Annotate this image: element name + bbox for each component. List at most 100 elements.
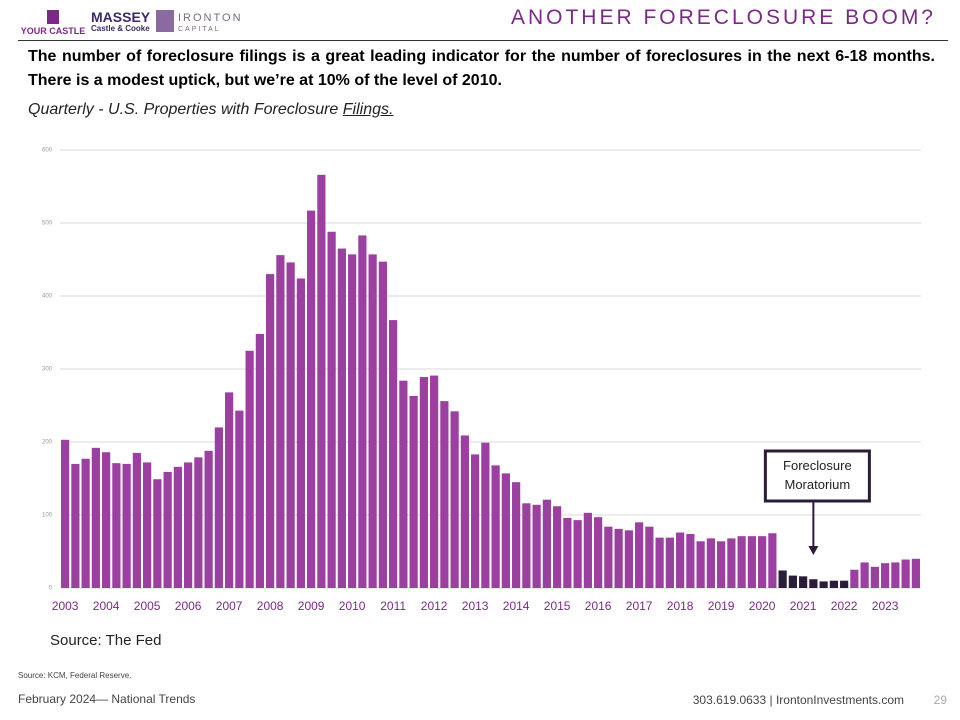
- bar: [624, 530, 633, 588]
- bar: [358, 235, 367, 588]
- bar: [430, 375, 439, 588]
- bar: [891, 562, 900, 588]
- bar: [460, 435, 469, 588]
- page-number: 29: [934, 693, 948, 707]
- bar: [327, 231, 336, 588]
- subtitle: Quarterly - U.S. Properties with Foreclo…: [28, 101, 393, 119]
- bar: [696, 541, 705, 588]
- logo: IRONTON CAPITAL: [178, 12, 243, 36]
- logo: MASSEY Castle & Cooke: [91, 10, 150, 34]
- logo-icon: [156, 10, 174, 32]
- subtitle-text: Filings.: [342, 101, 394, 118]
- x-tick-label: 2019: [708, 599, 735, 613]
- bar: [214, 427, 223, 588]
- bar: [286, 262, 295, 588]
- bar: [491, 465, 500, 588]
- x-tick-label: 2017: [626, 599, 653, 613]
- x-tick-label: 2004: [93, 599, 120, 613]
- bar: [471, 454, 480, 588]
- bar: [173, 466, 182, 588]
- bar: [860, 562, 869, 588]
- bar: [553, 506, 562, 588]
- annotation-text: Foreclosure Moratorium: [783, 458, 852, 492]
- bar: [481, 442, 490, 588]
- bar: [788, 575, 797, 588]
- logo-text: IRONTON: [178, 12, 243, 24]
- bar: [204, 450, 213, 588]
- bar: [296, 278, 305, 588]
- bar: [368, 254, 377, 588]
- x-tick-label: 2018: [667, 599, 694, 613]
- x-tick-label: 2003: [52, 599, 79, 613]
- bar: [255, 333, 264, 588]
- x-tick-label: 2005: [134, 599, 161, 613]
- bar: [91, 447, 100, 588]
- x-tick-label: 2008: [257, 599, 284, 613]
- bar: [71, 463, 80, 588]
- y-tick-label: 100: [42, 513, 53, 519]
- x-tick-label: 2020: [749, 599, 776, 613]
- x-tick-label: 2023: [872, 599, 899, 613]
- bar: [501, 473, 510, 588]
- x-tick-label: 2013: [462, 599, 489, 613]
- bar: [132, 452, 141, 588]
- bar: [266, 274, 275, 588]
- bar: [706, 538, 715, 588]
- bar: [614, 528, 623, 588]
- bar: [440, 401, 449, 588]
- bar: [317, 174, 326, 588]
- x-tick-label: 2011: [380, 599, 406, 613]
- bar: [563, 517, 572, 588]
- y-tick-label: 600: [42, 148, 53, 154]
- bar: [163, 471, 172, 588]
- bar: [583, 512, 592, 588]
- annotation-line: Moratorium: [785, 477, 851, 492]
- bar: [737, 536, 746, 588]
- logo-icon: [47, 10, 59, 24]
- bar: [635, 522, 644, 588]
- bar: [911, 558, 920, 588]
- bar: [542, 499, 551, 588]
- bar: [61, 439, 70, 588]
- logo-text: MASSEY: [91, 9, 151, 25]
- y-tick-label: 300: [42, 367, 53, 373]
- logo-text: CAPITAL: [178, 26, 221, 33]
- footer-contact: 303.619.0633 | IrontonInvestments.com: [693, 693, 904, 707]
- bar: [901, 559, 910, 588]
- bar: [809, 579, 818, 588]
- bar: [594, 517, 603, 588]
- x-tick-label: 2010: [339, 599, 366, 613]
- bar: [225, 392, 234, 588]
- x-tick-label: 2021: [790, 599, 817, 613]
- bar: [829, 580, 838, 588]
- x-tick-label: 2022: [831, 599, 858, 613]
- bar: [799, 576, 808, 588]
- footer-source: Source: KCM, Federal Reserve.: [18, 671, 131, 680]
- bar: [112, 463, 121, 588]
- bar: [727, 538, 736, 588]
- bar: [768, 533, 777, 588]
- bar: [604, 526, 613, 588]
- bar: [419, 377, 428, 588]
- bar: [143, 462, 152, 588]
- bar: [153, 479, 162, 588]
- footer-date: February 2024— National Trends: [18, 692, 195, 706]
- bar: [409, 396, 418, 588]
- bar: [522, 503, 531, 588]
- bar: [819, 581, 828, 588]
- bar: [676, 532, 685, 588]
- logo-text: YOUR CASTLE: [20, 26, 86, 36]
- logo: YOUR CASTLE: [18, 10, 88, 36]
- bar: [758, 536, 767, 588]
- y-tick-label: 200: [42, 440, 53, 446]
- body-text: The number of foreclosure filings is a g…: [28, 48, 935, 89]
- y-tick-label: 0: [49, 586, 53, 592]
- chart-source: Source: The Fed: [50, 632, 161, 649]
- x-tick-label: 2015: [544, 599, 571, 613]
- bar: [870, 566, 879, 588]
- bar: [881, 563, 890, 588]
- bar: [81, 458, 90, 588]
- x-tick-label: 2012: [421, 599, 448, 613]
